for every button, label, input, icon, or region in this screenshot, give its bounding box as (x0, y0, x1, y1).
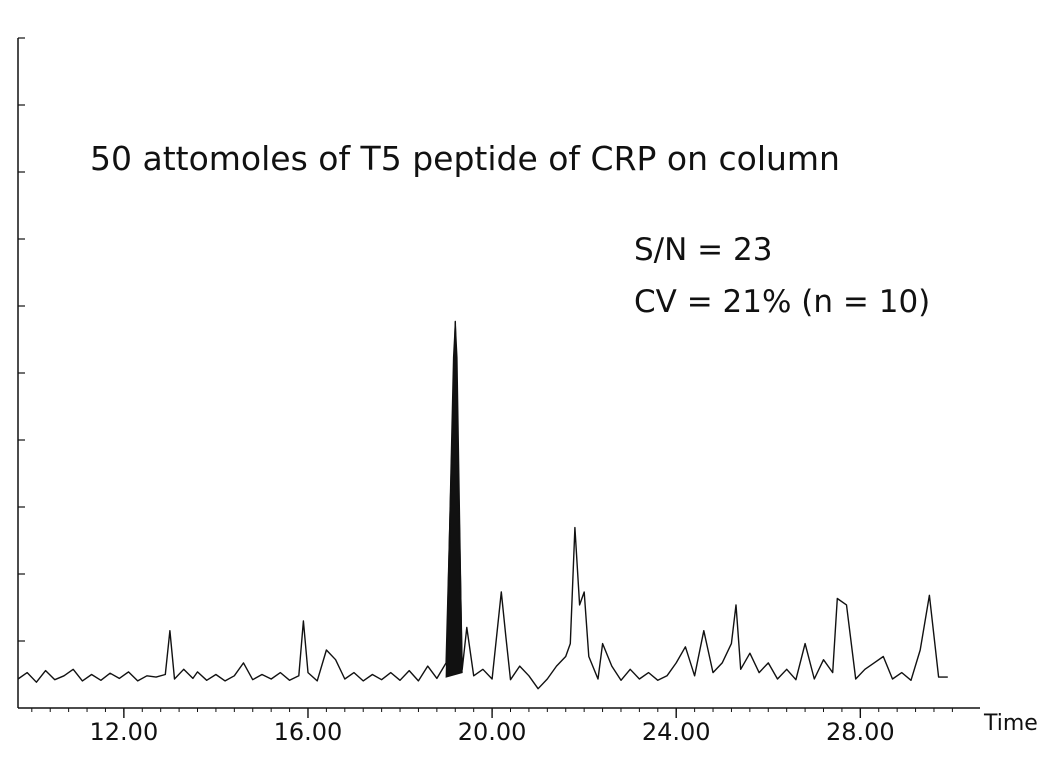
x-axis-tick-labels: 12.00 16.00 20.00 24.00 28.00 (90, 718, 895, 746)
chromatogram-trace (17, 320, 948, 690)
chart-title: 50 attomoles of T5 peptide of CRP on col… (90, 139, 840, 178)
x-tick-label: 12.00 (90, 718, 159, 746)
x-axis-label: Time (983, 711, 1038, 736)
x-tick-label: 28.00 (826, 718, 895, 746)
cv-annotation: CV = 21% (n = 10) (634, 284, 930, 320)
x-tick-label: 24.00 (642, 718, 711, 746)
x-tick-label: 16.00 (274, 718, 343, 746)
signal-to-noise-annotation: S/N = 23 (634, 232, 772, 268)
x-tick-label: 20.00 (458, 718, 527, 746)
x-axis-ticks (123, 708, 862, 718)
y-axis-ticks (18, 37, 25, 642)
